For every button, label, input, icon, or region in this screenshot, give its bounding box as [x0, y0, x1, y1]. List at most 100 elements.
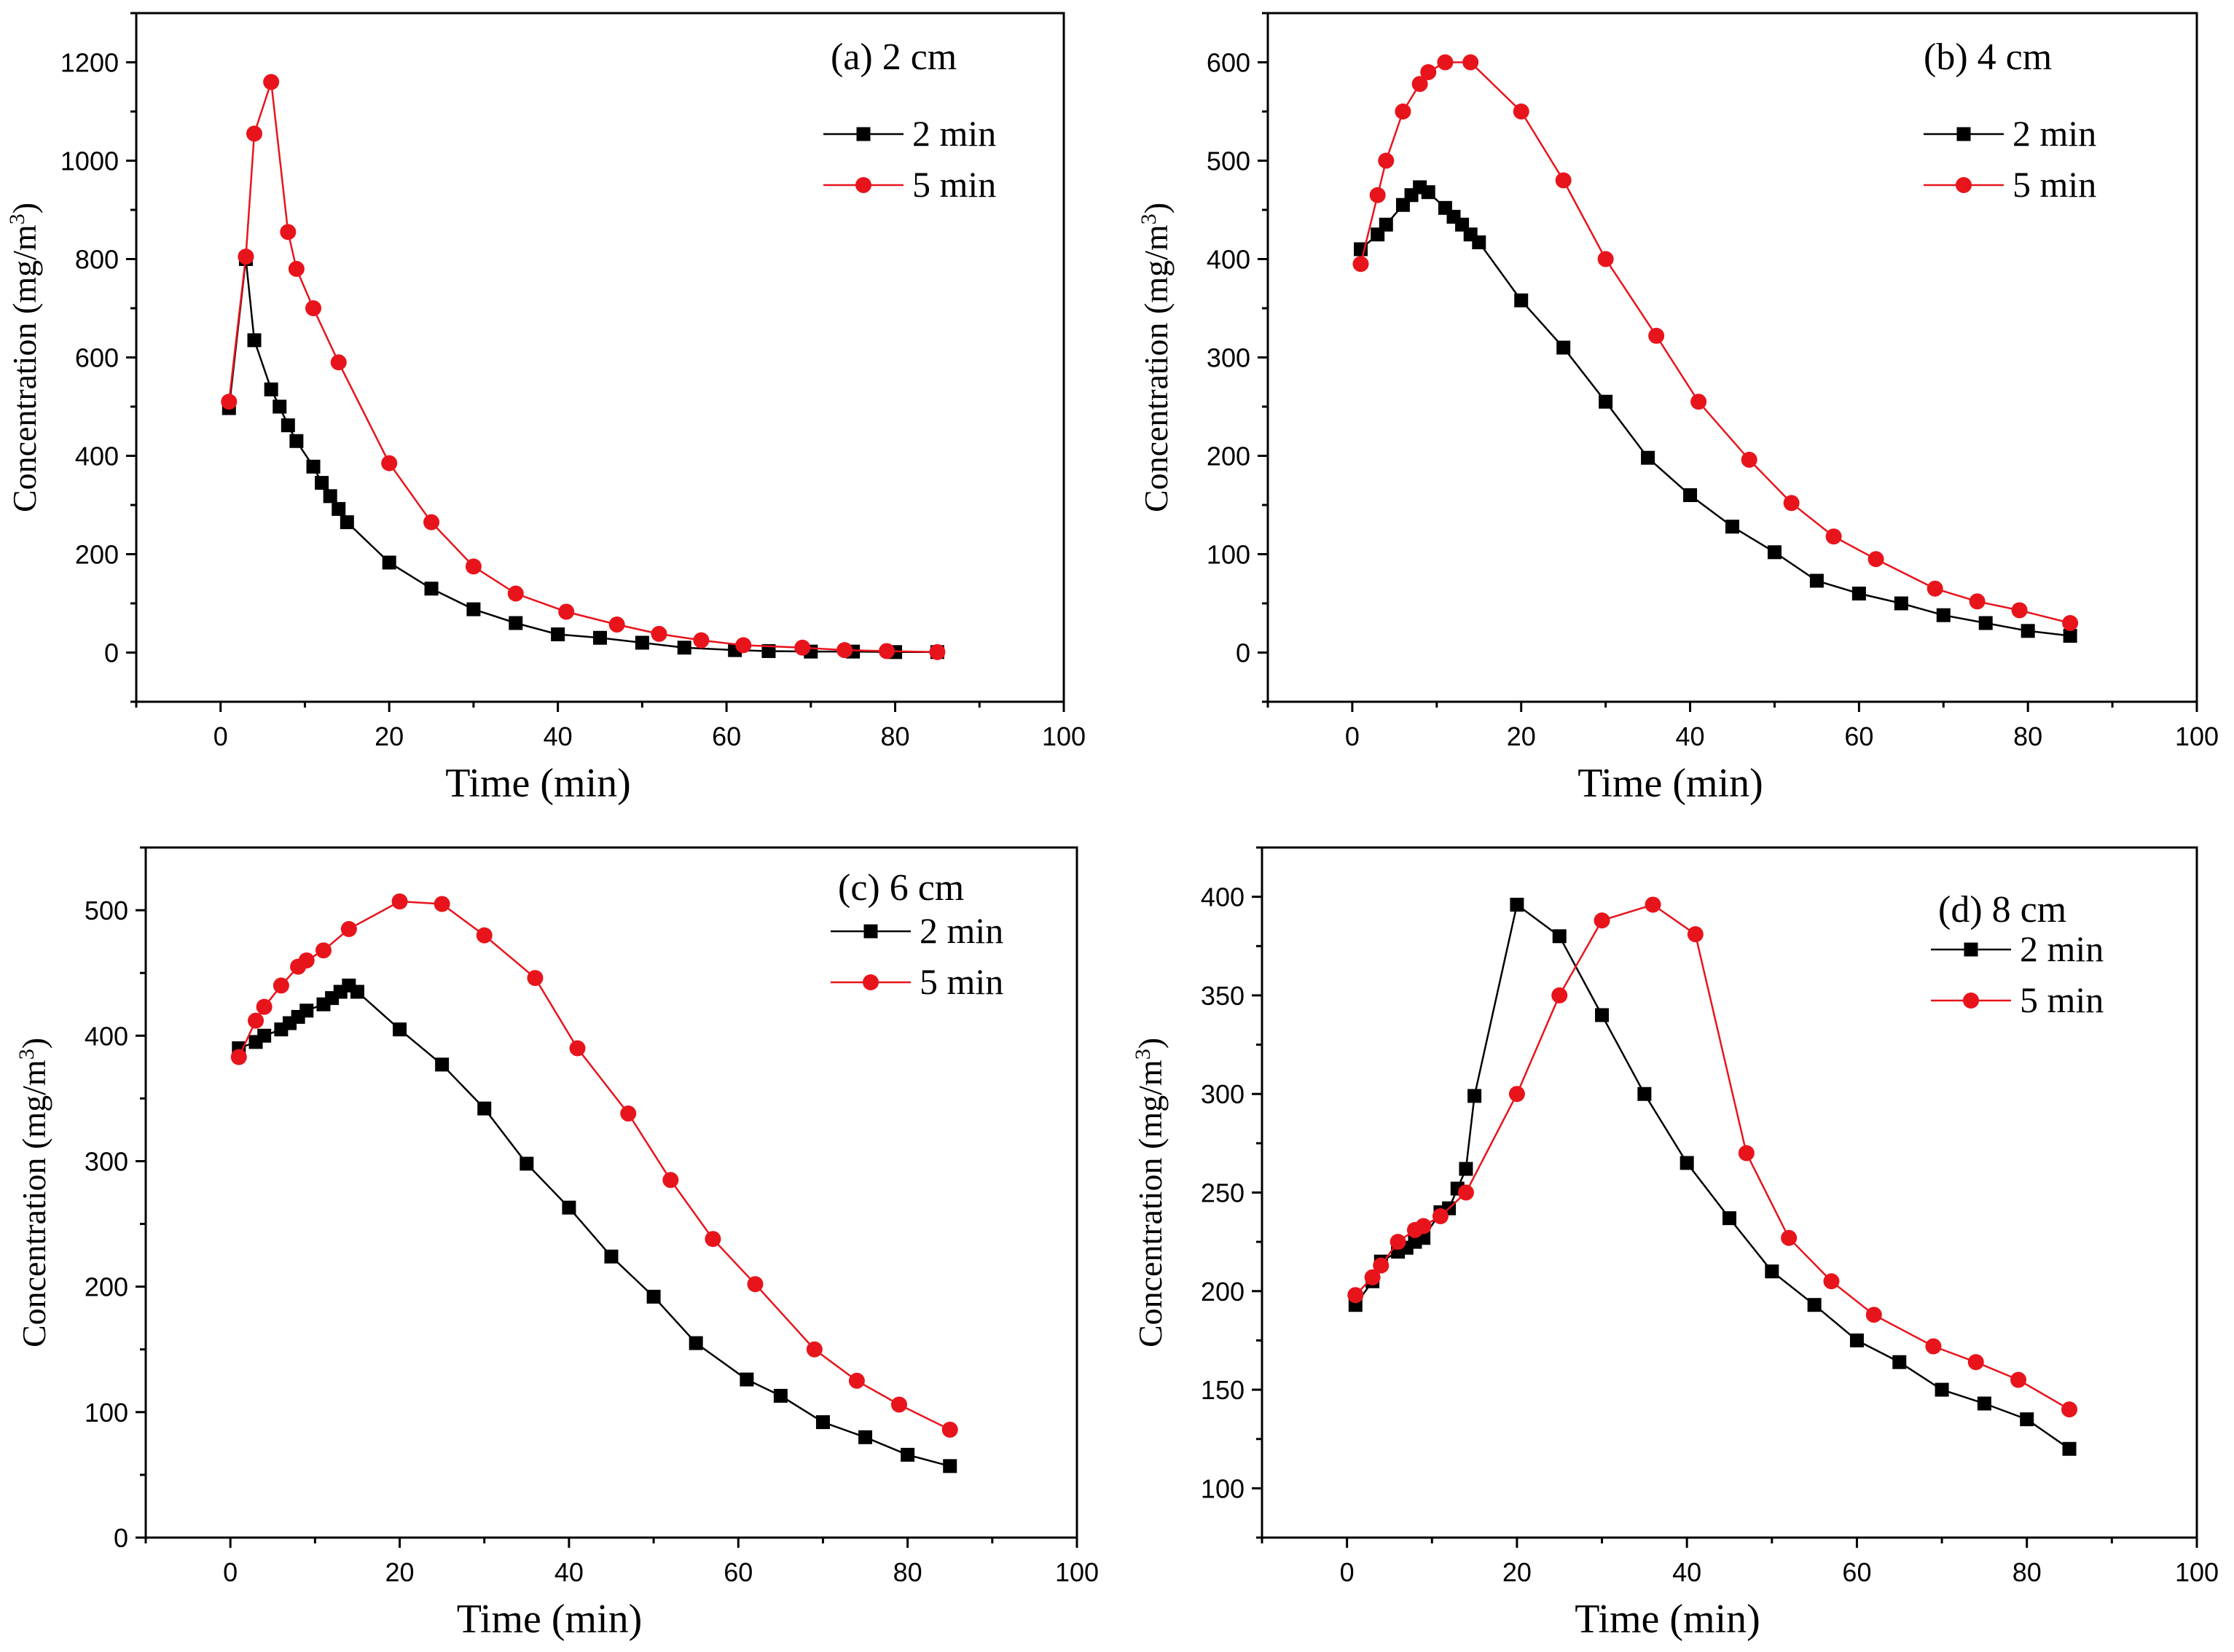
- data-point-square: [1467, 1089, 1482, 1103]
- chart-panel-b: 0 20 40 60 80 100 0 100 200 300 400 500 600 Time (min…: [1137, 12, 2219, 806]
- series-5min: [1347, 896, 2078, 1418]
- data-point-square: [773, 1388, 788, 1403]
- data-point-circle: [1738, 1145, 1755, 1162]
- data-point-square: [943, 1459, 957, 1473]
- x-tick-label: 100: [1055, 1557, 1099, 1587]
- data-point-circle: [747, 1276, 764, 1293]
- data-point-square: [689, 1336, 703, 1350]
- panel-title: (c) 6 cm: [838, 867, 964, 909]
- x-axis-label: Time (min): [457, 1597, 643, 1642]
- data-point-circle: [230, 1049, 247, 1065]
- legend-marker-circle: [1956, 177, 1972, 193]
- data-point-square: [1556, 340, 1571, 355]
- data-point-circle: [1352, 256, 1369, 273]
- data-point-circle: [1508, 1086, 1525, 1103]
- data-point-circle: [263, 74, 280, 90]
- y-tick-label: 600: [75, 343, 119, 373]
- data-point-square: [323, 489, 337, 504]
- legend-marker-square: [856, 127, 871, 141]
- data-point-circle: [1364, 1269, 1381, 1285]
- data-point-circle: [558, 603, 575, 620]
- data-point-square: [1725, 520, 1739, 534]
- x-tick-label: 0: [1340, 1557, 1355, 1587]
- data-point-square: [393, 1022, 407, 1037]
- data-point-circle: [1555, 172, 1572, 189]
- y-tick-label: 100: [1201, 1473, 1245, 1503]
- data-point-circle: [1415, 1218, 1432, 1234]
- data-point-square: [306, 459, 321, 474]
- data-point-circle: [2010, 1371, 2027, 1388]
- data-point-circle: [1927, 580, 1943, 597]
- legend-item-5min: 5 min: [1924, 164, 2096, 205]
- y-tick-label: 200: [85, 1272, 128, 1302]
- y-tick-label: 300: [85, 1146, 128, 1176]
- y-tick-label: 100: [1207, 540, 1250, 570]
- data-point-circle: [273, 977, 289, 994]
- legend-marker-square: [1964, 942, 1978, 957]
- data-point-circle: [735, 637, 752, 654]
- data-point-square: [1936, 608, 1951, 622]
- data-point-circle: [836, 642, 853, 659]
- y-tick-label: 200: [75, 540, 119, 570]
- legend-item-2min: 2 min: [823, 113, 996, 154]
- data-point-square: [1977, 1396, 1991, 1411]
- data-point-square: [1849, 1333, 1864, 1347]
- data-point-circle: [434, 896, 450, 912]
- data-point-square: [2063, 629, 2077, 643]
- data-point-circle: [527, 970, 544, 987]
- data-point-square: [761, 643, 776, 658]
- data-point-circle: [891, 1396, 908, 1413]
- data-point-square: [424, 582, 439, 596]
- x-tick-label: 0: [213, 721, 228, 751]
- data-point-square: [509, 616, 523, 630]
- x-tick-label: 80: [881, 721, 910, 751]
- data-point-square: [332, 501, 346, 516]
- data-point-square: [315, 476, 329, 490]
- data-point-square: [299, 1003, 314, 1018]
- x-tick-label: 60: [712, 721, 741, 751]
- data-point-square: [435, 1057, 450, 1072]
- data-point-circle: [1420, 64, 1437, 80]
- data-point-square: [562, 1200, 576, 1215]
- legend-item-2min: 2 min: [831, 910, 1003, 951]
- x-tick-label: 40: [544, 721, 573, 751]
- data-point-square: [264, 382, 278, 396]
- y-tick-label: 300: [1201, 1079, 1245, 1109]
- data-point-circle: [1687, 926, 1704, 943]
- y-tick-label: 150: [1201, 1375, 1245, 1405]
- series-5min: [230, 893, 958, 1438]
- data-point-circle: [476, 927, 493, 944]
- data-point-square: [477, 1101, 492, 1116]
- legend-label: 5 min: [920, 961, 1003, 1002]
- data-point-circle: [298, 952, 315, 968]
- data-point-circle: [1925, 1338, 1942, 1355]
- x-tick-label: 100: [2175, 1557, 2219, 1587]
- data-point-circle: [1395, 103, 1411, 120]
- data-point-square: [1935, 1382, 1949, 1397]
- legend: 2 min 5 min: [1924, 113, 2096, 205]
- data-point-square: [466, 602, 481, 616]
- legend-label: 2 min: [920, 910, 1003, 951]
- data-point-circle: [1462, 54, 1479, 71]
- legend-item-2min: 2 min: [1924, 113, 2096, 154]
- x-axis-label: Time (min): [445, 761, 631, 806]
- data-point-circle: [238, 248, 254, 265]
- data-point-circle: [1969, 593, 1986, 610]
- x-tick-label: 80: [2013, 721, 2042, 751]
- data-point-square: [551, 627, 565, 642]
- plot-frame: [144, 846, 1078, 1539]
- data-point-square: [1472, 235, 1486, 250]
- data-point-circle: [465, 558, 482, 575]
- legend-marker-square: [863, 924, 878, 939]
- y-axis-label: Concentration (mg/m3): [1131, 1038, 1169, 1347]
- data-point-square: [1892, 1355, 1907, 1369]
- data-point-circle: [878, 643, 895, 659]
- data-point-square: [289, 434, 304, 448]
- data-point-circle: [569, 1040, 586, 1057]
- data-point-square: [604, 1249, 619, 1264]
- data-point-circle: [1369, 187, 1386, 203]
- data-point-square: [247, 333, 262, 348]
- y-tick-label: 0: [114, 1523, 128, 1553]
- data-point-square: [281, 418, 295, 433]
- data-point-circle: [1432, 1207, 1449, 1224]
